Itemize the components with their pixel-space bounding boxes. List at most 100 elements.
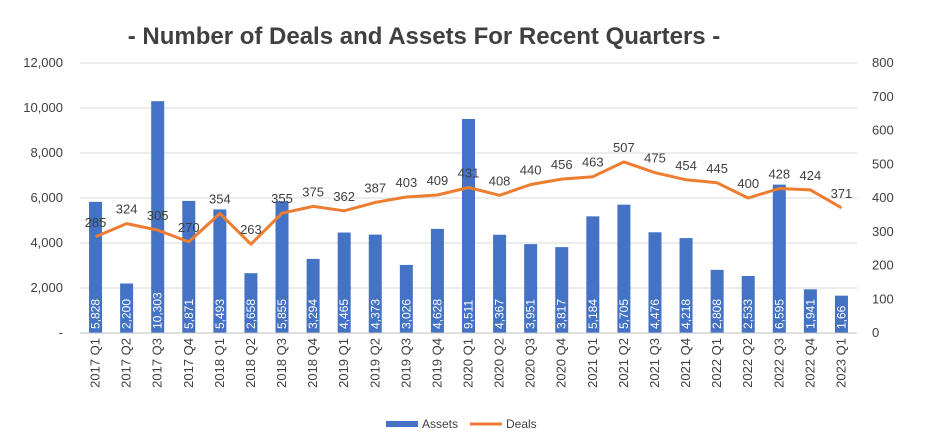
x-tick-label: 2021 Q4: [678, 338, 693, 388]
x-tick-label: 2018 Q3: [274, 338, 289, 388]
x-tick-label: 2017 Q3: [150, 338, 165, 388]
x-tick-label: 2020 Q4: [554, 338, 569, 388]
assets-bar: [772, 184, 786, 333]
assets-bar: [399, 264, 413, 333]
assets-bar-label: 4,465: [337, 299, 351, 329]
assets-bar: [120, 283, 134, 333]
deals-data-label: 375: [302, 184, 324, 199]
assets-bar-label: 2,200: [120, 299, 134, 329]
assets-bar: [586, 216, 600, 333]
deals-data-label: 324: [116, 202, 138, 217]
assets-bar-label: 4,218: [679, 299, 693, 329]
assets-bar: [430, 228, 444, 333]
deals-data-label: 424: [800, 168, 822, 183]
left-tick-label: 4,000: [30, 235, 63, 250]
chart-title: - Number of Deals and Assets For Recent …: [128, 23, 721, 50]
assets-bar: [710, 269, 724, 333]
deals-data-label: 263: [240, 222, 262, 237]
assets-bar-label: 2,808: [710, 299, 724, 329]
assets-bar-label: 4,367: [493, 299, 507, 329]
left-tick-label: 2,000: [30, 280, 63, 295]
right-tick-label: 0: [872, 325, 879, 340]
x-tick-label: 2022 Q3: [771, 338, 786, 388]
left-tick-label: 12,000: [23, 55, 63, 70]
deals-data-label: 440: [520, 163, 542, 178]
right-tick-label: 300: [872, 224, 894, 239]
left-tick-label: 10,000: [23, 100, 63, 115]
deals-data-label: 475: [644, 151, 666, 166]
assets-bar: [462, 119, 475, 333]
assets-bar-label: 4,373: [368, 299, 382, 329]
x-tick-label: 2019 Q2: [367, 338, 382, 388]
assets-bar: [648, 232, 662, 333]
assets-bar: [368, 234, 382, 333]
assets-bar-label: 3,026: [399, 299, 413, 329]
assets-bar: [213, 209, 227, 333]
assets-bars: 5,828 2,200 10,303 5,871 5,493 2,658 5,855 3,29…: [89, 101, 848, 334]
deals-data-label: 403: [395, 175, 417, 190]
assets-bar-label: 3,294: [306, 299, 320, 329]
assets-bar: [182, 200, 196, 333]
assets-bar-label: 6,595: [772, 299, 786, 329]
left-tick-label: 8,000: [30, 145, 63, 160]
deals-data-label: 305: [147, 208, 169, 223]
legend-label-deals: Deals: [506, 417, 537, 431]
assets-bar: [306, 258, 320, 333]
x-tick-label: 2021 Q2: [616, 338, 631, 388]
x-axis: 2017 Q1 2017 Q2 2017 Q3 2017 Q4 2018 Q1 2018 …: [80, 332, 857, 388]
deals-data-label: 454: [675, 158, 697, 173]
deals-data-label: 362: [333, 189, 355, 204]
x-tick-label: 2017 Q1: [88, 338, 103, 388]
x-tick-label: 2018 Q2: [243, 338, 258, 388]
assets-bar-label: 10,303: [151, 292, 165, 329]
assets-bar-label: 3,951: [524, 299, 538, 329]
x-tick-label: 2017 Q2: [119, 338, 134, 388]
assets-bar: [244, 273, 258, 333]
assets-bar-label: 5,828: [89, 299, 103, 329]
assets-bar-label: 2,533: [741, 299, 755, 329]
deals-data-label: 400: [737, 176, 759, 191]
x-tick-label: 2020 Q2: [492, 338, 507, 388]
x-tick-label: 2021 Q3: [647, 338, 662, 388]
deals-data-label: 431: [458, 166, 480, 181]
x-tick-label: 2022 Q2: [740, 338, 755, 388]
x-tick-label: 2018 Q1: [212, 338, 227, 388]
left-tick-label: 6,000: [30, 190, 63, 205]
deals-data-label: 354: [209, 192, 231, 207]
deals-data-label: 355: [271, 191, 293, 206]
legend: Assets Deals: [386, 417, 537, 431]
deals-data-label: 507: [613, 140, 635, 155]
deals-line: 285 324 305 270 354 263 355 375 362 387 403 409 431 4…: [85, 140, 853, 246]
x-tick-label: 2021 Q1: [585, 338, 600, 388]
assets-bar: [617, 204, 631, 333]
x-tick-label: 2022 Q1: [709, 338, 724, 388]
x-tick-label: 2019 Q3: [398, 338, 413, 388]
legend-swatch-assets: [386, 421, 418, 427]
right-tick-label: 800: [872, 55, 894, 70]
x-tick-label: 2022 Q4: [802, 338, 817, 388]
right-tick-label: 200: [872, 258, 894, 273]
legend-label-assets: Assets: [422, 417, 458, 431]
assets-bar-label: 9,511: [462, 300, 476, 329]
x-tick-label: 2020 Q3: [523, 338, 538, 388]
x-tick-label: 2023 Q1: [833, 338, 848, 388]
assets-bar: [555, 247, 569, 333]
assets-bar-label: 4,628: [430, 299, 444, 329]
assets-bar: [803, 289, 817, 333]
left-tick-label: -: [59, 325, 63, 340]
left-y-axis: - 2,000 4,000 6,000 8,000 10,000 12,000: [23, 55, 63, 340]
right-tick-label: 500: [872, 156, 894, 171]
assets-bar-label: 5,855: [275, 299, 289, 329]
deals-data-label: 408: [489, 173, 511, 188]
x-tick-label: 2019 Q1: [336, 338, 351, 388]
x-tick-label: 2020 Q1: [461, 338, 476, 388]
assets-bar-label: 5,184: [586, 299, 600, 329]
deals-data-label: 371: [831, 186, 853, 201]
x-tick-label: 2019 Q4: [429, 338, 444, 388]
right-tick-label: 700: [872, 89, 894, 104]
assets-bar-label: 4,476: [648, 299, 662, 329]
x-tick-label: 2018 Q4: [305, 338, 320, 388]
deals-series-line: [94, 160, 843, 246]
assets-bar-label: 1,66: [834, 305, 848, 329]
